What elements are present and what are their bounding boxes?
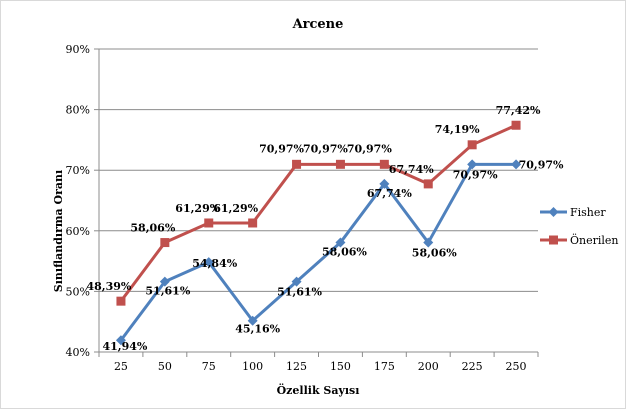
data-label--nerilen: 70,97% (259, 142, 304, 155)
data-label-fisher: 58,06% (412, 247, 457, 260)
data-point-fisher (423, 237, 434, 248)
data-point--nerilen (204, 218, 214, 228)
legend: Fisher Önerilen (540, 206, 619, 247)
x-tick-label: 175 (374, 360, 395, 373)
x-tick-label: 125 (286, 360, 307, 373)
data-label--nerilen: 74,19% (435, 123, 480, 136)
data-point-fisher (511, 159, 522, 170)
x-tick-label: 200 (418, 360, 439, 373)
y-axis-ticks: 40% 50% 60% 70% 80% 90% (66, 43, 100, 359)
series-group (115, 120, 522, 346)
data-point--nerilen (248, 218, 258, 228)
legend-label-fisher: Fisher (570, 206, 606, 219)
y-axis-label: Sınıflandırma Oranı (52, 170, 65, 292)
x-tick-label: 50 (158, 360, 172, 373)
y-tick-label: 80% (66, 104, 90, 117)
data-point--nerilen (379, 159, 389, 169)
x-tick-label: 150 (330, 360, 351, 373)
data-label-fisher: 41,94% (102, 340, 147, 353)
data-point-fisher (335, 237, 346, 248)
data-label-fisher: 70,97% (453, 168, 498, 181)
data-label--nerilen: 77,42% (496, 104, 541, 117)
y-tick-label: 60% (66, 225, 90, 238)
data-point-fisher (291, 276, 302, 287)
data-label-fisher: 51,61% (277, 286, 322, 299)
data-point--nerilen (160, 238, 170, 248)
data-point--nerilen (423, 179, 433, 189)
x-axis-label: Özellik Sayısı (277, 383, 360, 397)
legend-label--nerilen: Önerilen (570, 233, 619, 247)
data-label--nerilen: 48,39% (86, 280, 131, 293)
data-label--nerilen: 58,06% (130, 222, 175, 235)
data-label--nerilen: 67,74% (389, 163, 434, 176)
data-label-fisher: 51,61% (145, 285, 190, 298)
x-tick-label: 225 (462, 360, 483, 373)
data-point-fisher (203, 257, 214, 268)
data-point--nerilen (467, 140, 477, 150)
legend-marker-fisher (548, 207, 559, 217)
data-labels: 41,94% 51,61% 54,84% 45,16% 51,61% 58,06% 67,7… (86, 104, 564, 353)
data-label-fisher: 70,97% (519, 158, 564, 171)
data-label-fisher: 54,84% (192, 257, 237, 270)
data-label-fisher: 58,06% (322, 246, 367, 259)
data-label--nerilen: 70,97% (303, 142, 348, 155)
x-tick-label: 100 (242, 360, 263, 373)
data-point-fisher (159, 276, 170, 287)
data-point-fisher (115, 335, 126, 346)
data-point--nerilen (511, 120, 521, 130)
data-point--nerilen (335, 159, 345, 169)
y-tick-label: 50% (66, 285, 90, 298)
x-tick-label: 75 (202, 360, 216, 373)
x-tick-label: 250 (506, 360, 527, 373)
legend-marker--nerilen (549, 235, 558, 245)
data-point-fisher (467, 159, 478, 170)
data-label--nerilen: 61,29% (175, 202, 220, 215)
x-axis: 25 50 75 100 125 150 175 200 225 250 (98, 351, 539, 373)
data-label--nerilen: 61,29% (213, 202, 258, 215)
y-tick-label: 70% (66, 164, 90, 177)
chart-title: Arcene (292, 17, 344, 32)
data-label-fisher: 45,16% (235, 323, 280, 336)
data-label-fisher: 67,74% (367, 187, 412, 200)
data-point-fisher (379, 178, 390, 189)
data-label--nerilen: 70,97% (347, 142, 392, 155)
y-tick-label: 90% (66, 43, 90, 56)
series-line-fisher (119, 162, 517, 342)
y-tick-label: 40% (66, 346, 90, 359)
series-line--nerilen (119, 123, 517, 303)
data-point-fisher (247, 315, 258, 326)
x-tick-label: 25 (114, 360, 128, 373)
data-point--nerilen (292, 159, 302, 169)
data-point--nerilen (116, 296, 126, 306)
